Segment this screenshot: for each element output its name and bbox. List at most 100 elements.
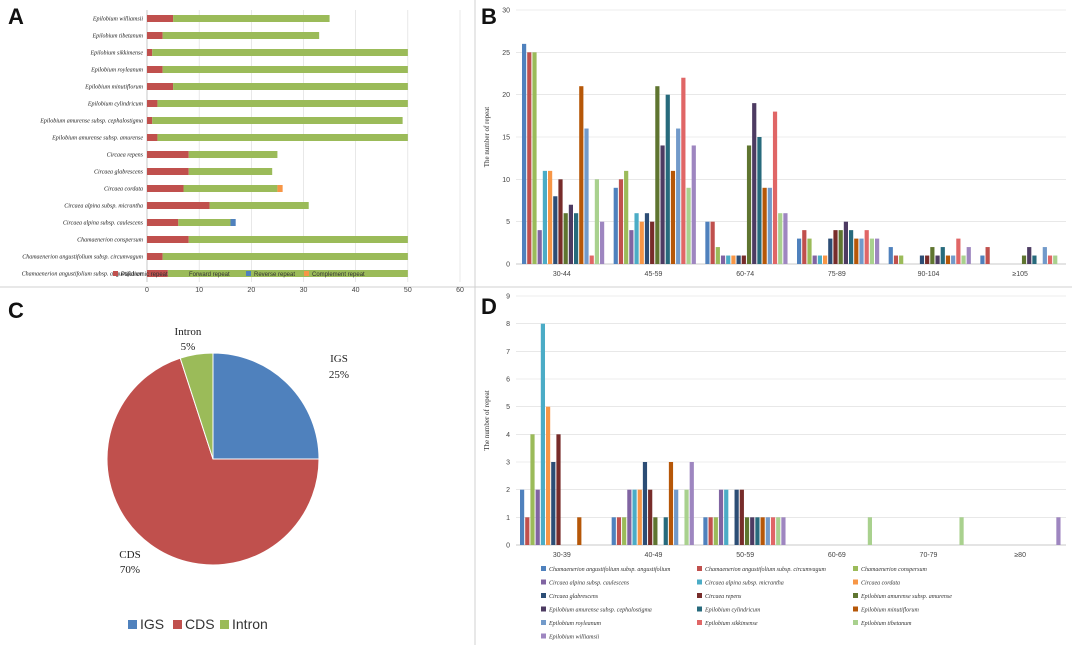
- b-y-tick-label: 30: [502, 8, 510, 15]
- d-legend-label: Epilobium cylindricum: [704, 608, 761, 614]
- d-y-tick-label: 3: [506, 460, 510, 467]
- d-y-tick-label: 5: [506, 404, 510, 411]
- b-bar: [772, 111, 778, 264]
- a-bar-palidromic-repeat: [147, 270, 168, 277]
- b-bar: [1027, 247, 1032, 264]
- b-bar: [843, 221, 848, 264]
- d-legend-label: Epilobium minutiflorum: [860, 607, 920, 614]
- c-label-intron: Intron: [175, 326, 202, 338]
- d-legend-label: Epilobium amurense subsp. amurense: [860, 594, 952, 600]
- d-legend-swatch: [697, 606, 702, 612]
- b-y-tick-label: 25: [502, 50, 510, 57]
- b-bar: [823, 255, 828, 264]
- b-bar: [558, 179, 563, 264]
- b-bar: [613, 187, 618, 264]
- a-x-tick-label: 50: [404, 287, 412, 294]
- a-bar-forward-repeat: [173, 83, 408, 90]
- b-bar: [778, 213, 783, 264]
- a-bar-forward-repeat: [188, 168, 273, 175]
- b-bar: [726, 255, 731, 264]
- b-bar: [945, 255, 951, 264]
- d-y-tick-label: 7: [506, 349, 510, 356]
- d-legend-label: Chamaenerion angustifolium subsp. angust…: [549, 566, 671, 573]
- d-legend-swatch: [853, 593, 858, 598]
- b-bar: [854, 238, 859, 264]
- b-bar: [802, 230, 807, 264]
- a-bar-palidromic-repeat: [147, 100, 158, 107]
- d-legend-label: Circaea repens: [705, 594, 742, 600]
- d-x-tick-label: 40-49: [645, 552, 663, 559]
- a-bar-palidromic-repeat: [147, 168, 189, 175]
- a-bar-forward-repeat: [157, 134, 408, 141]
- d-bar-circaea-alpina-subsp-caulescens: [718, 489, 724, 545]
- d-bar-chamaenerion-conspersum: [530, 434, 535, 545]
- b-bar: [930, 247, 935, 264]
- d-legend-swatch: [541, 566, 546, 571]
- b-bar: [710, 221, 715, 264]
- d-bar-epilobium-royleanum: [674, 489, 679, 545]
- a-legend-swatch: [304, 271, 309, 276]
- b-x-tick-label: 75-89: [828, 271, 846, 278]
- d-bar-circaea-alpina-subsp-micrantha: [632, 489, 637, 545]
- b-bar: [807, 238, 812, 264]
- b-bar: [568, 204, 573, 264]
- panel-letter-c: C: [8, 298, 24, 323]
- panel-a-horizontal-bar-chart: 0 10 20 30 40 50 60 Epilobium williamsii Epilobi…: [22, 10, 464, 294]
- b-bar: [828, 238, 833, 264]
- c-legend-swatch: [220, 620, 229, 629]
- a-bar-palidromic-repeat: [147, 117, 153, 124]
- panel-d-bar-chart: 0 1 2 3 4 5 6 7 8 9 The number of repeat 30-39 40-49…: [483, 294, 1066, 641]
- b-bar: [574, 213, 579, 264]
- b-bar: [542, 170, 547, 264]
- c-legend-swatch: [128, 620, 137, 629]
- a-category-label: Epilobium tibetanum: [92, 34, 144, 40]
- b-y-tick-label: 10: [502, 177, 510, 184]
- a-category-label: Circaea repens: [107, 153, 144, 159]
- d-y-tick-label: 8: [506, 321, 510, 328]
- c-legend-label: CDS: [185, 616, 215, 632]
- d-y-tick-label: 4: [506, 432, 510, 439]
- d-legend-label: Epilobium sikkimense: [704, 621, 758, 627]
- a-legend-label: Forward repeat: [189, 272, 230, 278]
- b-y-tick-label: 5: [506, 219, 510, 226]
- a-bar-palidromic-repeat: [147, 32, 163, 39]
- b-bar: [676, 128, 681, 264]
- c-legend-label: IGS: [140, 616, 164, 632]
- b-bar: [875, 238, 880, 264]
- d-bar-circaea-glabrescens: [642, 462, 648, 545]
- b-bar: [1053, 255, 1058, 264]
- c-percent-intron: 5%: [181, 341, 196, 353]
- panel-letter-a: A: [8, 4, 24, 29]
- b-bar: [783, 213, 788, 264]
- d-legend-label: Circaea alpina subsp. caulescens: [549, 581, 630, 587]
- b-y-tick-label: 15: [502, 135, 510, 142]
- b-bar: [833, 230, 838, 264]
- b-y-axis-title: The number of repeat: [483, 107, 491, 167]
- a-x-tick-label: 10: [195, 287, 203, 294]
- d-legend-swatch: [541, 633, 546, 639]
- b-bar: [859, 238, 864, 264]
- d-legend-label: Circaea glabrescens: [549, 594, 599, 600]
- b-bar: [817, 255, 822, 264]
- d-bar-epilobium-williamsii: [689, 462, 694, 545]
- b-bar: [584, 128, 589, 264]
- b-bar: [731, 255, 736, 264]
- d-y-tick-label: 0: [506, 543, 510, 550]
- d-bar-epilobium-amurense-subsp-amurense: [744, 517, 750, 545]
- d-bar-circaea-alpina-subsp-caulescens: [627, 489, 632, 545]
- a-bar-palidromic-repeat: [147, 83, 174, 90]
- b-bar: [1042, 247, 1047, 264]
- d-bar-epilobium-amurense-subsp-amurense: [653, 517, 658, 545]
- a-bar-forward-repeat: [188, 151, 278, 158]
- d-legend-swatch: [853, 606, 858, 612]
- a-bar-palidromic-repeat: [147, 49, 153, 56]
- a-legend-label: Complement repeat: [312, 272, 365, 278]
- a-legend-swatch: [113, 271, 118, 276]
- c-slice-intron: [179, 352, 214, 460]
- a-category-label: Circaea alpina subsp. caulescens: [63, 221, 144, 227]
- b-bar: [629, 230, 634, 264]
- b-y-tick-label: 20: [502, 92, 510, 99]
- a-legend-label: Palidromic repeat: [121, 272, 168, 278]
- b-bar: [670, 170, 676, 264]
- b-bar: [935, 255, 940, 264]
